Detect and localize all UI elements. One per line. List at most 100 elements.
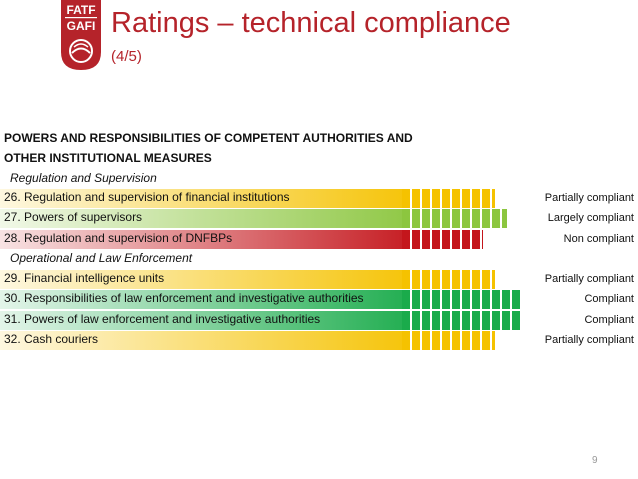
rating-bar-segment	[422, 209, 430, 228]
rating-bar-segment	[452, 290, 460, 309]
rating-row-29: 29. Financial intelligence units Partial…	[0, 270, 638, 289]
rating-bar-segment	[462, 230, 470, 249]
rating-bar-segment	[472, 311, 480, 330]
rating-bar-segment	[492, 331, 495, 350]
rating-bar-segment	[462, 189, 470, 208]
rating-bar-segment	[452, 331, 460, 350]
rating-bar-segment	[412, 270, 420, 289]
rating-bar-segment	[432, 311, 440, 330]
rating-bar-segment	[402, 189, 410, 208]
rating-bar	[0, 311, 522, 330]
rating-bar-segment	[502, 311, 510, 330]
rating-bar-segment	[432, 189, 440, 208]
rating-bar-segment	[472, 331, 480, 350]
rating-bar-segment	[402, 270, 410, 289]
rating-bar-segment	[422, 311, 430, 330]
rating-bar-segment	[432, 331, 440, 350]
recommendation-label: 26. Regulation and supervision of financ…	[4, 190, 290, 204]
rating-row-30: 30. Responsibilities of law enforcement …	[0, 290, 638, 309]
rating-bar-segment	[402, 209, 410, 228]
rating-bar-segment	[472, 209, 480, 228]
rating-bar-segment	[482, 311, 490, 330]
rating-row-27: 27. Powers of supervisors Largely compli…	[0, 209, 638, 228]
rating-bar-segment	[402, 311, 410, 330]
rating-bar	[0, 230, 484, 249]
rating-bar-segment	[482, 270, 490, 289]
rating-bar-segment	[462, 331, 470, 350]
rating-value: Largely compliant	[547, 212, 634, 224]
rating-bar-segment	[442, 270, 450, 289]
rating-value: Partially compliant	[544, 273, 634, 285]
rating-bar-segment	[482, 209, 490, 228]
rating-bar-segment	[442, 311, 450, 330]
rating-bar-segment	[442, 230, 450, 249]
rating-bar-gradient	[0, 331, 402, 350]
rating-bar-segment	[472, 189, 480, 208]
rating-bar-gradient	[0, 270, 402, 289]
rating-bar-segment	[422, 331, 430, 350]
recommendation-label: 27. Powers of supervisors	[4, 210, 143, 224]
rating-bar-segment	[492, 189, 495, 208]
rating-bar-segment	[482, 230, 483, 249]
rating-bar-segment	[402, 230, 410, 249]
rating-bar-segment	[482, 290, 490, 309]
rating-bar-segment	[422, 290, 430, 309]
rating-bar-segment	[512, 311, 520, 330]
page-title: Ratings – technical compliance	[111, 7, 511, 39]
recommendation-label: 31. Powers of law enforcement and invest…	[4, 312, 321, 326]
rating-bar-segment	[452, 209, 460, 228]
recommendation-label: 32. Cash couriers	[4, 332, 99, 346]
group-heading-line1: POWERS AND RESPONSIBILITIES OF COMPETENT…	[4, 131, 413, 145]
rating-bar-segment	[482, 189, 490, 208]
rating-bar-segment	[462, 209, 470, 228]
rating-bar-segment	[452, 189, 460, 208]
rating-bar-segment	[412, 209, 420, 228]
rating-bar-segment	[412, 230, 420, 249]
rating-bar-segment	[432, 230, 440, 249]
rating-bar-segment	[472, 270, 480, 289]
rating-bar	[0, 331, 497, 350]
rating-value: Compliant	[584, 293, 634, 305]
rating-bar-segment	[472, 290, 480, 309]
rating-bar-segment	[442, 209, 450, 228]
recommendation-label: 28. Regulation and supervision of DNFBPs	[4, 231, 233, 245]
rating-bar-segment	[432, 290, 440, 309]
rating-bar	[0, 209, 509, 228]
rating-bar-segment	[452, 270, 460, 289]
recommendation-label: 29. Financial intelligence units	[4, 271, 165, 285]
rating-bar-segment	[462, 311, 470, 330]
rating-value: Non compliant	[563, 233, 634, 245]
rating-bar-segment	[422, 270, 430, 289]
group-heading-line2: OTHER INSTITUTIONAL MEASURES	[4, 151, 212, 165]
rating-value: Partially compliant	[544, 334, 634, 346]
rating-bar-segment	[492, 311, 500, 330]
rating-bar-segment	[462, 290, 470, 309]
rating-bar	[0, 189, 497, 208]
rating-bar-segment	[492, 270, 495, 289]
section-operational-law-enforcement: Operational and Law Enforcement	[10, 251, 193, 265]
rating-bar-segment	[452, 311, 460, 330]
rating-value: Compliant	[584, 314, 634, 326]
svg-text:GAFI: GAFI	[67, 19, 96, 33]
rating-bar-gradient	[0, 189, 402, 208]
recommendation-label: 30. Responsibilities of law enforcement …	[4, 291, 364, 305]
svg-text:FATF: FATF	[66, 3, 95, 17]
section-regulation-supervision: Regulation and Supervision	[10, 171, 157, 185]
rating-bar-segment	[412, 189, 420, 208]
rating-value: Partially compliant	[544, 192, 634, 204]
rating-bar-segment	[422, 189, 430, 208]
rating-row-28: 28. Regulation and supervision of DNFBPs…	[0, 230, 638, 249]
rating-bar-gradient	[0, 230, 402, 249]
rating-bar-segment	[432, 270, 440, 289]
rating-bar-segment	[452, 230, 460, 249]
rating-bar-gradient	[0, 209, 402, 228]
rating-bar-segment	[472, 230, 480, 249]
rating-bar-segment	[502, 290, 510, 309]
rating-bar-segment	[442, 331, 450, 350]
rating-bar-segment	[432, 209, 440, 228]
rating-bar-segment	[492, 290, 500, 309]
rating-bar-segment	[482, 331, 490, 350]
page-number: 9	[592, 455, 598, 466]
rating-bar-segment	[462, 270, 470, 289]
rating-bar-gradient	[0, 311, 402, 330]
